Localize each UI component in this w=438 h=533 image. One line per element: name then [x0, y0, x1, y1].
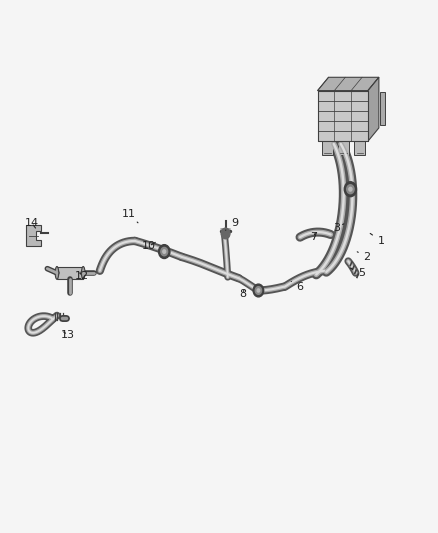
Text: 1: 1 [370, 233, 385, 246]
Polygon shape [26, 225, 41, 246]
Text: 8: 8 [240, 289, 247, 299]
Circle shape [257, 289, 260, 292]
Text: 6: 6 [291, 281, 304, 292]
Text: 5: 5 [350, 268, 365, 278]
Text: 2: 2 [357, 252, 371, 262]
Text: 13: 13 [61, 330, 75, 340]
FancyBboxPatch shape [318, 91, 368, 141]
Polygon shape [380, 93, 385, 125]
Circle shape [161, 247, 168, 256]
Text: 9: 9 [226, 218, 238, 230]
Ellipse shape [55, 266, 59, 279]
Circle shape [221, 228, 230, 239]
Polygon shape [368, 77, 379, 141]
Polygon shape [338, 141, 349, 155]
Ellipse shape [81, 266, 85, 279]
Text: 10: 10 [142, 241, 156, 251]
Polygon shape [354, 141, 365, 155]
Circle shape [349, 187, 352, 191]
Text: 14: 14 [25, 218, 39, 228]
Circle shape [255, 287, 261, 294]
Circle shape [347, 185, 354, 193]
Circle shape [344, 182, 357, 197]
Text: 11: 11 [122, 209, 138, 223]
Circle shape [159, 245, 170, 259]
Polygon shape [57, 266, 83, 279]
Text: 7: 7 [310, 232, 317, 242]
Text: 12: 12 [75, 271, 89, 281]
Text: 3: 3 [333, 223, 344, 233]
Circle shape [163, 250, 166, 253]
Circle shape [253, 284, 264, 297]
Polygon shape [318, 77, 379, 91]
Polygon shape [322, 141, 333, 155]
